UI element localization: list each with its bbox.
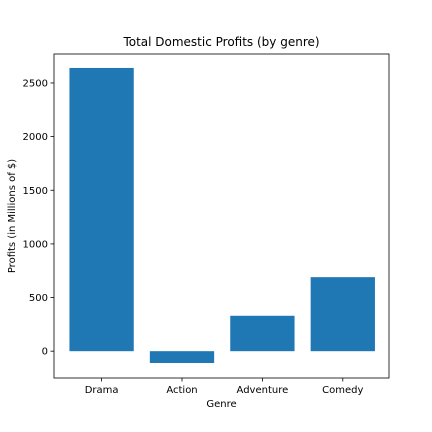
- x-tick-label: Drama: [85, 385, 119, 396]
- y-tick-label: 2000: [23, 132, 48, 143]
- plot-frame: [53, 53, 390, 379]
- x-tick-label: Adventure: [237, 385, 289, 396]
- chart-title: Total Domestic Profits (by genre): [122, 35, 319, 49]
- x-tick-label: Action: [166, 385, 197, 396]
- y-ticks-layer: 0 500 1000 1500 2000 2500: [23, 78, 54, 358]
- x-axis-label: Genre: [206, 399, 236, 410]
- y-tick-label: 500: [29, 293, 48, 304]
- bar-adventure: [230, 315, 295, 352]
- bar-action: [149, 351, 215, 363]
- bar-drama: [69, 67, 134, 352]
- x-tick-label: Comedy: [322, 385, 363, 396]
- y-tick-label: 1000: [23, 239, 48, 250]
- y-tick-label: 0: [42, 347, 48, 358]
- x-ticks-layer: Drama Action Adventure Comedy: [85, 378, 364, 396]
- y-tick-label: 1500: [23, 186, 48, 197]
- bars-layer: [69, 67, 375, 363]
- y-axis-label: Profits (in Millions of $): [7, 159, 18, 273]
- bar-comedy: [310, 277, 375, 352]
- y-tick-label: 2500: [23, 78, 48, 89]
